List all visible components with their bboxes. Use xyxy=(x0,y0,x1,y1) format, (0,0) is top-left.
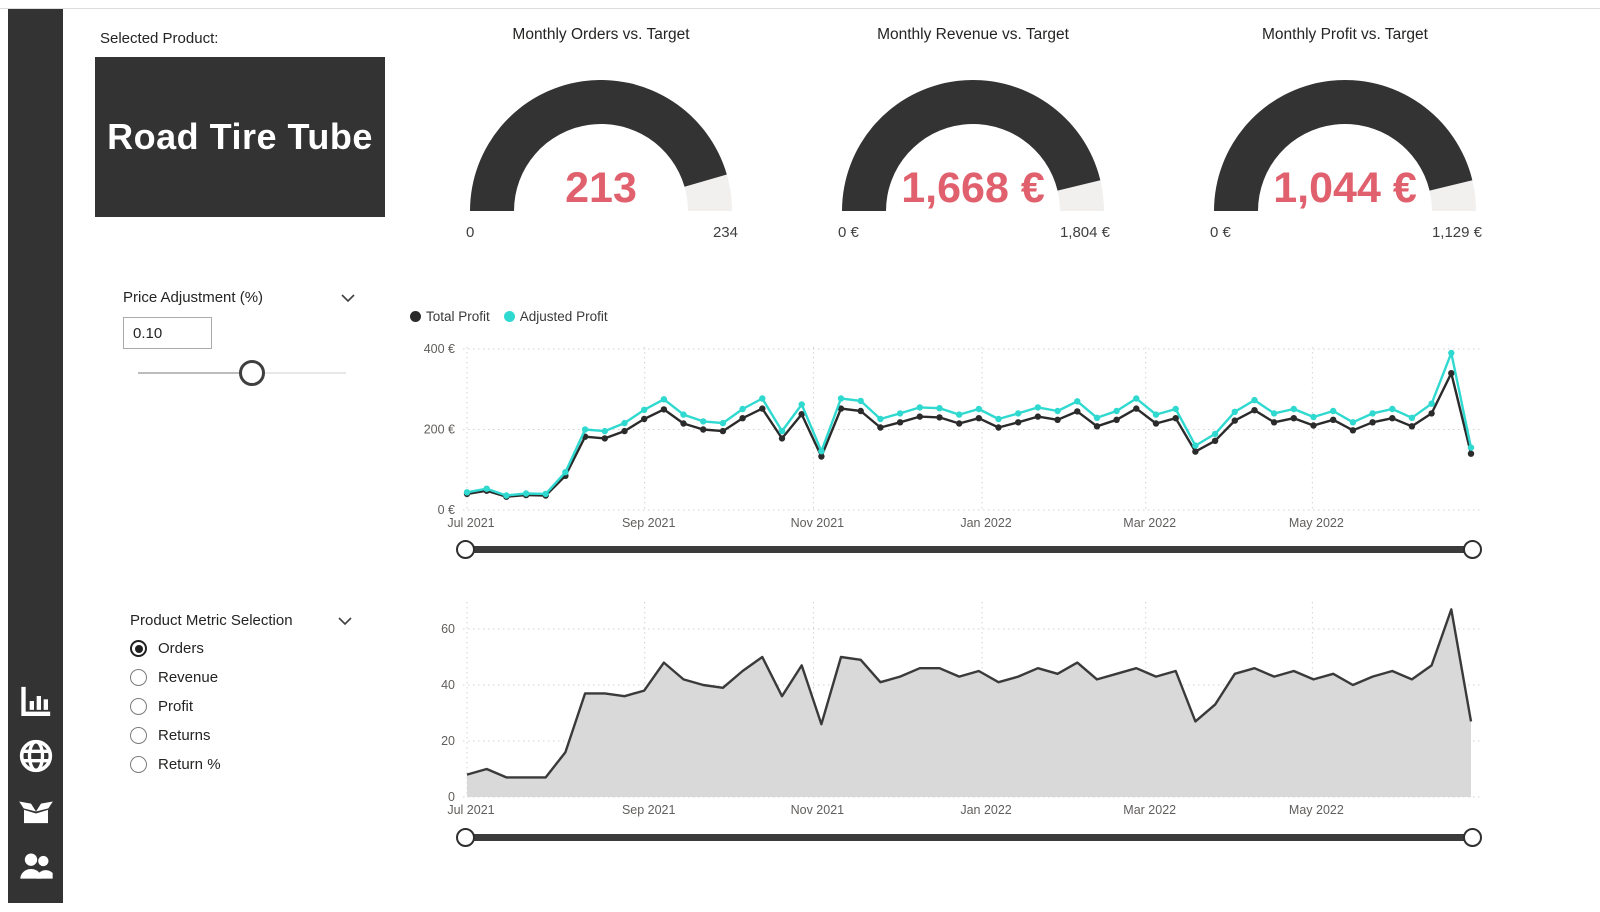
product-name: Road Tire Tube xyxy=(107,116,373,157)
svg-text:400 €: 400 € xyxy=(424,342,455,356)
metric-options: Orders Revenue Profit Returns Return % xyxy=(130,640,221,773)
gauge-min-label: 0 € xyxy=(1210,224,1231,241)
orders-area-chart: 0 20 40 60 Jul 2021 Sep 2021 Nov 2021 Jan 2022 M… xyxy=(441,602,1481,817)
radio-option-return-pct[interactable]: Return % xyxy=(130,756,221,773)
svg-text:Jan 2022: Jan 2022 xyxy=(960,803,1011,817)
gauge-title: Monthly Revenue vs. Target xyxy=(877,26,1069,43)
radio-label: Revenue xyxy=(158,669,219,686)
radio-option-returns[interactable]: Returns xyxy=(130,727,221,744)
gauge-title: Monthly Orders vs. Target xyxy=(512,26,690,43)
gauge-revenue: Monthly Revenue vs. Target 1,668 € 0 € 1… xyxy=(822,26,1124,246)
radio-option-orders[interactable]: Orders xyxy=(130,640,221,657)
radio-icon[interactable] xyxy=(130,669,147,686)
price-adjustment-label: Price Adjustment (%) xyxy=(123,289,264,306)
metric-selection-label: Product Metric Selection xyxy=(130,612,293,629)
gauge-orders: Monthly Orders vs. Target 213 0 234 xyxy=(450,26,752,246)
svg-text:Sep 2021: Sep 2021 xyxy=(622,803,676,817)
range-handle-start[interactable] xyxy=(456,828,475,847)
range-handle-start[interactable] xyxy=(456,540,475,559)
radio-label: Returns xyxy=(158,727,211,744)
gauge-value: 1,668 € xyxy=(901,164,1045,212)
legend-item-total-profit: Total Profit xyxy=(410,309,490,324)
gauge-min-label: 0 xyxy=(466,224,475,241)
svg-text:60: 60 xyxy=(441,622,455,636)
radio-option-revenue[interactable]: Revenue xyxy=(130,669,221,686)
gauge-max-label: 234 xyxy=(712,224,738,241)
gauge-arc xyxy=(1214,80,1476,211)
svg-text:40: 40 xyxy=(441,678,455,692)
range-handle-end[interactable] xyxy=(1463,828,1482,847)
gauge-profit: Monthly Profit vs. Target 1,044 € 0 € 1,… xyxy=(1194,26,1496,246)
svg-text:20: 20 xyxy=(441,734,455,748)
sidebar xyxy=(8,9,63,903)
gauge-max-label: 1,804 € xyxy=(1059,224,1110,241)
svg-text:0 €: 0 € xyxy=(438,503,455,517)
chevron-down-icon[interactable] xyxy=(341,293,355,302)
price-adjustment-input[interactable] xyxy=(123,317,212,349)
radio-label: Return % xyxy=(158,756,221,773)
chart-legend: Total Profit Adjusted Profit xyxy=(410,309,608,324)
gauge-max-label: 1,129 € xyxy=(1431,224,1482,241)
time-range-slider-orders[interactable] xyxy=(455,826,1483,850)
legend-label: Total Profit xyxy=(426,309,490,324)
price-adjustment-header: Price Adjustment (%) xyxy=(123,289,355,306)
globe-icon[interactable] xyxy=(15,735,57,777)
svg-text:May 2022: May 2022 xyxy=(1289,803,1344,817)
selected-product-card: Road Tire Tube xyxy=(95,57,385,217)
legend-dot xyxy=(503,311,515,322)
radio-option-profit[interactable]: Profit xyxy=(130,698,221,715)
profit-line-chart: 0 € 200 € 400 € Jul 2021 Sep 2021 Nov 2021 Jan… xyxy=(424,342,1481,530)
gauge-value: 1,044 € xyxy=(1273,164,1417,212)
radio-icon[interactable] xyxy=(130,640,147,657)
chevron-down-icon[interactable] xyxy=(338,616,352,625)
svg-text:Mar 2022: Mar 2022 xyxy=(1123,803,1176,817)
svg-text:200 €: 200 € xyxy=(424,423,455,437)
gauge-arc xyxy=(470,80,732,211)
radio-icon[interactable] xyxy=(130,756,147,773)
time-range-slider-profit[interactable] xyxy=(455,538,1483,562)
slider-thumb[interactable] xyxy=(239,360,266,386)
slider-track-empty xyxy=(264,372,346,374)
svg-text:Jul 2021: Jul 2021 xyxy=(447,516,494,530)
people-icon[interactable] xyxy=(15,845,57,887)
radio-label: Orders xyxy=(158,640,204,657)
radio-icon[interactable] xyxy=(130,698,147,715)
radio-icon[interactable] xyxy=(130,727,147,744)
gauge-title: Monthly Profit vs. Target xyxy=(1262,26,1428,43)
bar-chart-icon[interactable] xyxy=(15,680,57,722)
price-adjustment-slider[interactable] xyxy=(138,359,346,387)
metric-selection-header: Product Metric Selection xyxy=(130,612,352,629)
svg-text:0: 0 xyxy=(448,790,455,804)
range-track[interactable] xyxy=(466,834,1472,841)
range-track[interactable] xyxy=(466,546,1472,553)
svg-text:Nov 2021: Nov 2021 xyxy=(791,516,845,530)
svg-text:Mar 2022: Mar 2022 xyxy=(1123,516,1176,530)
legend-item-adjusted-profit: Adjusted Profit xyxy=(503,309,608,324)
range-handle-end[interactable] xyxy=(1463,540,1482,559)
slider-track-filled xyxy=(138,372,241,374)
top-border xyxy=(0,8,1600,9)
radio-label: Profit xyxy=(158,698,194,715)
gauge-value: 213 xyxy=(565,164,637,212)
legend-label: Adjusted Profit xyxy=(519,309,608,324)
package-icon[interactable] xyxy=(15,790,57,832)
gauge-arc xyxy=(842,80,1104,211)
legend-dot xyxy=(410,311,421,322)
svg-text:May 2022: May 2022 xyxy=(1289,516,1344,530)
gauge-min-label: 0 € xyxy=(838,224,859,241)
svg-text:Jul 2021: Jul 2021 xyxy=(447,803,494,817)
selected-product-label: Selected Product: xyxy=(100,30,219,47)
svg-text:Sep 2021: Sep 2021 xyxy=(622,516,676,530)
svg-text:Nov 2021: Nov 2021 xyxy=(791,803,845,817)
svg-text:Jan 2022: Jan 2022 xyxy=(960,516,1011,530)
